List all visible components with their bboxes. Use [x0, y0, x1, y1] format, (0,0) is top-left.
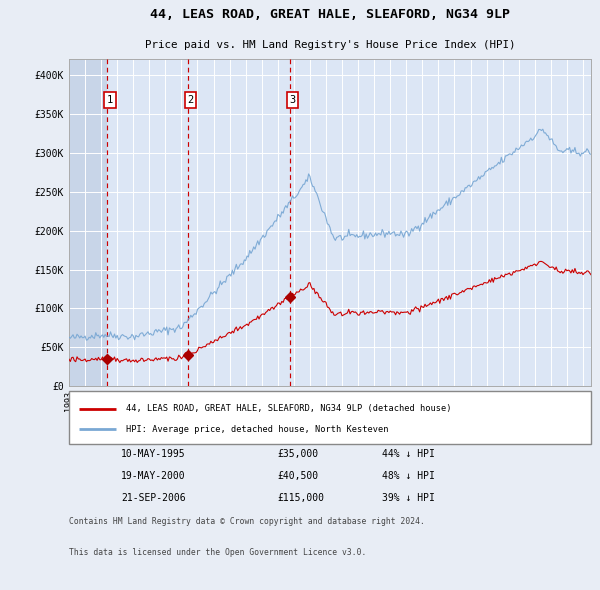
Text: 3: 3	[290, 95, 296, 105]
Text: 1: 1	[0, 589, 1, 590]
Text: 10-MAY-1995: 10-MAY-1995	[121, 448, 186, 458]
Text: 3: 3	[0, 589, 1, 590]
Text: 48% ↓ HPI: 48% ↓ HPI	[382, 471, 435, 481]
Text: 1: 1	[107, 95, 113, 105]
Text: 2: 2	[188, 95, 194, 105]
Text: 21-SEP-2006: 21-SEP-2006	[121, 493, 186, 503]
Text: Price paid vs. HM Land Registry's House Price Index (HPI): Price paid vs. HM Land Registry's House …	[145, 40, 515, 50]
FancyBboxPatch shape	[69, 391, 591, 444]
Text: £115,000: £115,000	[278, 493, 325, 503]
Text: HPI: Average price, detached house, North Kesteven: HPI: Average price, detached house, Nort…	[127, 425, 389, 434]
Text: £40,500: £40,500	[278, 471, 319, 481]
Bar	[69, 59, 107, 386]
Text: Contains HM Land Registry data © Crown copyright and database right 2024.: Contains HM Land Registry data © Crown c…	[69, 517, 425, 526]
Text: This data is licensed under the Open Government Licence v3.0.: This data is licensed under the Open Gov…	[69, 548, 367, 557]
Text: 44, LEAS ROAD, GREAT HALE, SLEAFORD, NG34 9LP (detached house): 44, LEAS ROAD, GREAT HALE, SLEAFORD, NG3…	[127, 404, 452, 413]
Text: 39% ↓ HPI: 39% ↓ HPI	[382, 493, 435, 503]
Text: 44% ↓ HPI: 44% ↓ HPI	[382, 448, 435, 458]
Text: 44, LEAS ROAD, GREAT HALE, SLEAFORD, NG34 9LP: 44, LEAS ROAD, GREAT HALE, SLEAFORD, NG3…	[150, 8, 510, 21]
Text: 19-MAY-2000: 19-MAY-2000	[121, 471, 186, 481]
Text: £35,000: £35,000	[278, 448, 319, 458]
Text: 2: 2	[0, 589, 1, 590]
